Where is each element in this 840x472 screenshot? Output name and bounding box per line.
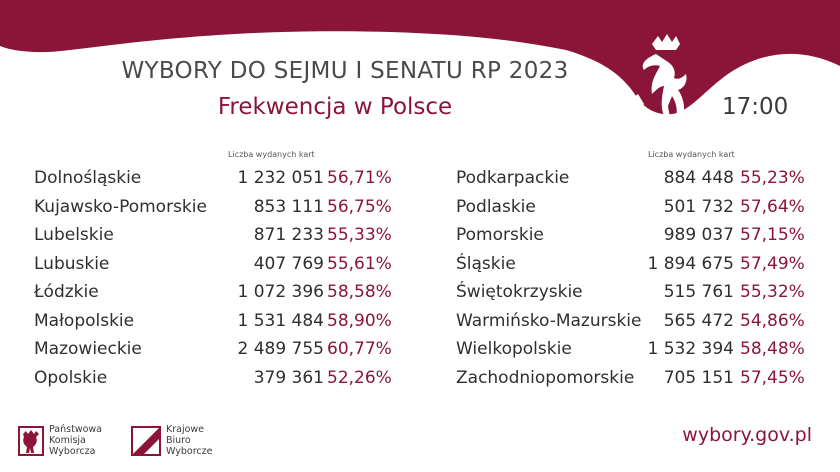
- region-row: Śląskie 1 894 675 57,49%: [452, 250, 812, 278]
- cards-column-header: Liczba wydanych kart: [228, 150, 315, 159]
- pkw-logo-icon: [18, 425, 44, 456]
- region-row: Dolnośląskie 1 232 051 56,71%: [30, 164, 400, 192]
- region-name: Podlaskie: [456, 196, 536, 217]
- turnout-percent: 57,45%: [740, 367, 805, 388]
- kbw-logo-line: Biuro: [166, 435, 191, 446]
- cards-column-header: Liczba wydanych kart: [648, 150, 735, 159]
- region-row: Opolskie 379 361 52,26%: [30, 364, 400, 392]
- turnout-percent: 60,77%: [327, 339, 392, 359]
- turnout-percent: 54,86%: [740, 310, 805, 331]
- kbw-logo-line: Krajowe: [166, 424, 205, 435]
- region-name: Dolnośląskie: [34, 168, 142, 188]
- region-name: Mazowieckie: [34, 339, 142, 359]
- region-name: Lubelskie: [34, 225, 114, 245]
- region-row: Świętokrzyskie 515 761 55,32%: [452, 278, 812, 306]
- eagle-icon: [631, 34, 687, 120]
- region-row: Podkarpackie 884 448 55,23%: [452, 164, 812, 192]
- cards-count: 1 232 051: [237, 168, 324, 188]
- turnout-percent: 52,26%: [327, 367, 392, 388]
- cards-count: 1 072 396: [237, 282, 324, 302]
- cards-count: 2 489 755: [237, 339, 324, 359]
- cards-count: 989 037: [663, 225, 734, 245]
- header-wave-background: [0, 0, 840, 120]
- turnout-percent: 58,58%: [327, 282, 392, 302]
- kbw-logo-icon: [131, 425, 161, 456]
- region-row: Małopolskie 1 531 484 58,90%: [30, 307, 400, 335]
- cards-count: 1 894 675: [647, 253, 734, 274]
- region-name: Warmińsko-Mazurskie: [456, 310, 642, 331]
- cards-count: 515 761: [663, 282, 734, 302]
- turnout-percent: 56,75%: [327, 196, 392, 217]
- turnout-percent: 57,49%: [740, 253, 805, 274]
- region-name: Kujawsko-Pomorskie: [34, 196, 207, 217]
- region-name: Podkarpackie: [456, 168, 570, 188]
- page-subtitle: Frekwencja w Polsce: [217, 94, 453, 120]
- region-row: Podlaskie 501 732 57,64%: [452, 193, 812, 221]
- turnout-percent: 58,90%: [327, 310, 392, 331]
- region-name: Małopolskie: [34, 310, 135, 331]
- region-name: Zachodniopomorskie: [456, 367, 635, 388]
- region-row: Lubelskie 871 233 55,33%: [30, 221, 400, 249]
- cards-count: 1 531 484: [237, 310, 324, 331]
- region-name: Pomorskie: [456, 225, 544, 245]
- region-name: Wielkopolskie: [456, 339, 572, 359]
- cards-count: 705 151: [663, 367, 734, 388]
- region-name: Śląskie: [456, 253, 516, 274]
- turnout-percent: 58,48%: [740, 339, 805, 359]
- pkw-logo-line: Państwowa: [49, 424, 102, 435]
- cards-count: 407 769: [253, 253, 324, 274]
- region-row: Zachodniopomorskie 705 151 57,45%: [452, 364, 812, 392]
- region-row: Pomorskie 989 037 57,15%: [452, 221, 812, 249]
- cards-count: 853 111: [253, 196, 324, 217]
- region-name: Lubuskie: [34, 253, 110, 274]
- region-row: Warmińsko-Mazurskie 565 472 54,86%: [452, 307, 812, 335]
- turnout-percent: 57,64%: [740, 196, 805, 217]
- region-name: Opolskie: [34, 367, 108, 388]
- kbw-logo-line: Wyborcze: [166, 446, 213, 457]
- region-name: Świętokrzyskie: [456, 282, 583, 302]
- time-label: 17:00: [722, 94, 789, 120]
- cards-count: 1 532 394: [647, 339, 734, 359]
- turnout-percent: 55,33%: [327, 225, 392, 245]
- region-row: Wielkopolskie 1 532 394 58,48%: [452, 335, 812, 363]
- turnout-percent: 55,23%: [740, 168, 805, 188]
- turnout-percent: 57,15%: [740, 225, 805, 245]
- kbw-logo: Krajowe Biuro Wyborcze: [131, 424, 212, 457]
- cards-count: 871 233: [253, 225, 324, 245]
- turnout-percent: 55,61%: [327, 253, 392, 274]
- region-row: Łódzkie 1 072 396 58,58%: [30, 278, 400, 306]
- region-row: Mazowieckie 2 489 755 60,77%: [30, 335, 400, 363]
- website-link[interactable]: wybory.gov.pl: [682, 424, 812, 446]
- region-name: Łódzkie: [34, 282, 99, 302]
- turnout-percent: 55,32%: [740, 282, 805, 302]
- cards-count: 884 448: [663, 168, 734, 188]
- pkw-logo: Państwowa Komisja Wyborcza: [18, 424, 102, 457]
- cards-count: 379 361: [253, 367, 324, 388]
- turnout-percent: 56,71%: [327, 168, 392, 188]
- page-title: WYBORY DO SEJMU I SENATU RP 2023: [121, 58, 569, 84]
- region-row: Lubuskie 407 769 55,61%: [30, 250, 400, 278]
- cards-count: 501 732: [663, 196, 734, 217]
- pkw-logo-line: Komisja: [49, 435, 86, 446]
- cards-count: 565 472: [663, 310, 734, 331]
- pkw-logo-line: Wyborcza: [49, 446, 96, 457]
- region-row: Kujawsko-Pomorskie 853 111 56,75%: [30, 193, 400, 221]
